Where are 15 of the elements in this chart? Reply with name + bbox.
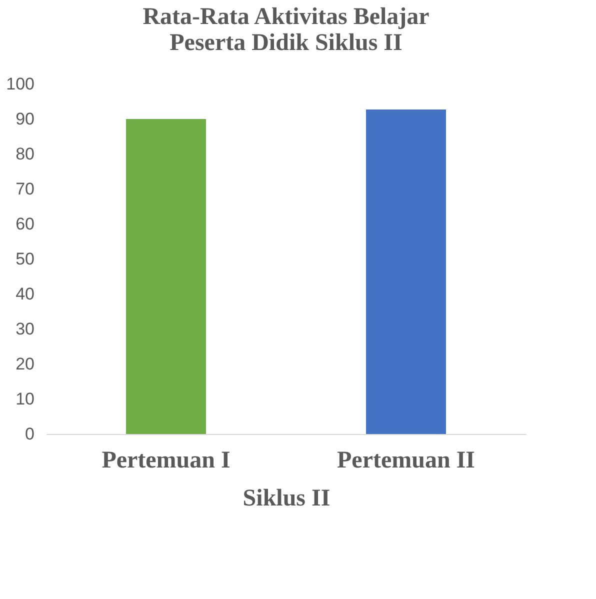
y-tick-label: 20	[16, 354, 34, 374]
y-tick-label: 50	[16, 250, 34, 268]
y-tick-label: 80	[16, 144, 34, 164]
y-tick-label: 0	[25, 424, 34, 444]
y-tick-label: 70	[16, 180, 34, 198]
y-tick-label: 10	[16, 390, 34, 408]
x-tick-label: Pertemuan II	[337, 448, 475, 474]
x-tick-label: Pertemuan I	[102, 448, 230, 474]
y-tick-label: 60	[16, 214, 34, 234]
y-tick-label: 100	[6, 74, 34, 94]
y-tick-label: 90	[16, 110, 34, 128]
y-tick-label: 40	[16, 284, 34, 304]
y-tick-label: 30	[16, 320, 34, 338]
x-axis-title: Siklus II	[242, 486, 330, 512]
chart-title: Rata-Rata Aktivitas Belajar Peserta Didik Siklus II	[142, 4, 430, 56]
